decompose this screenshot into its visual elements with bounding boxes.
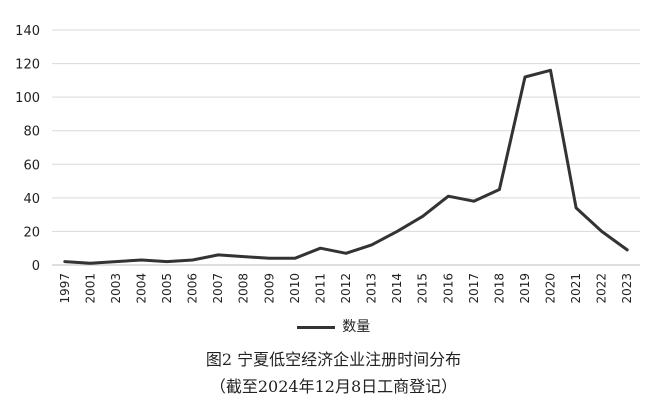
x-tick-label: 2010 xyxy=(288,273,302,304)
y-tick-label: 80 xyxy=(23,125,40,140)
x-tick-label: 2021 xyxy=(569,273,583,304)
legend: 数量 xyxy=(0,316,667,336)
x-tick-label: 2023 xyxy=(620,273,634,304)
x-tick-label: 2006 xyxy=(186,273,200,304)
y-tick-label: 60 xyxy=(23,158,40,173)
x-tick-label: 2003 xyxy=(109,273,123,304)
x-tick-label: 2015 xyxy=(416,273,430,304)
x-tick-label: 2008 xyxy=(237,273,251,304)
x-tick-label: 2009 xyxy=(262,273,276,304)
figure-caption: 图2 宁夏低空经济企业注册时间分布 xyxy=(205,350,462,369)
x-tick-label: 2013 xyxy=(365,273,379,304)
y-tick-label: 0 xyxy=(32,259,40,274)
y-tick-label: 100 xyxy=(15,91,40,106)
y-tick-label: 120 xyxy=(15,58,40,73)
x-tick-label: 2011 xyxy=(313,273,327,304)
legend-label: 数量 xyxy=(342,319,371,335)
y-tick-label: 20 xyxy=(23,225,40,240)
x-tick-label: 2017 xyxy=(467,273,481,304)
x-tick-label: 2019 xyxy=(518,273,532,304)
x-tick-label: 2007 xyxy=(211,273,225,304)
x-tick-label: 2005 xyxy=(160,273,174,304)
y-tick-label: 140 xyxy=(15,24,40,39)
x-tick-label: 2018 xyxy=(492,273,506,304)
x-tick-label: 2020 xyxy=(544,273,558,304)
x-tick-label: 1997 xyxy=(58,273,72,304)
x-tick-label: 2016 xyxy=(441,273,455,304)
line-chart-svg: 0 20 40 60 80 100 120 140 1997 2001 2003 2004 2005 20… xyxy=(15,24,640,304)
legend-line-swatch xyxy=(296,325,335,329)
x-tick-label: 2022 xyxy=(595,273,609,304)
x-tick-label: 2004 xyxy=(134,273,148,304)
x-tick-label: 2012 xyxy=(339,273,353,304)
x-tick-label: 2014 xyxy=(390,273,404,304)
y-tick-label: 40 xyxy=(23,192,40,207)
series-line xyxy=(63,68,629,265)
x-tick-label: 2001 xyxy=(83,273,97,304)
figure-caption-subtitle: （截至2024年12月8日工商登记） xyxy=(209,377,458,396)
